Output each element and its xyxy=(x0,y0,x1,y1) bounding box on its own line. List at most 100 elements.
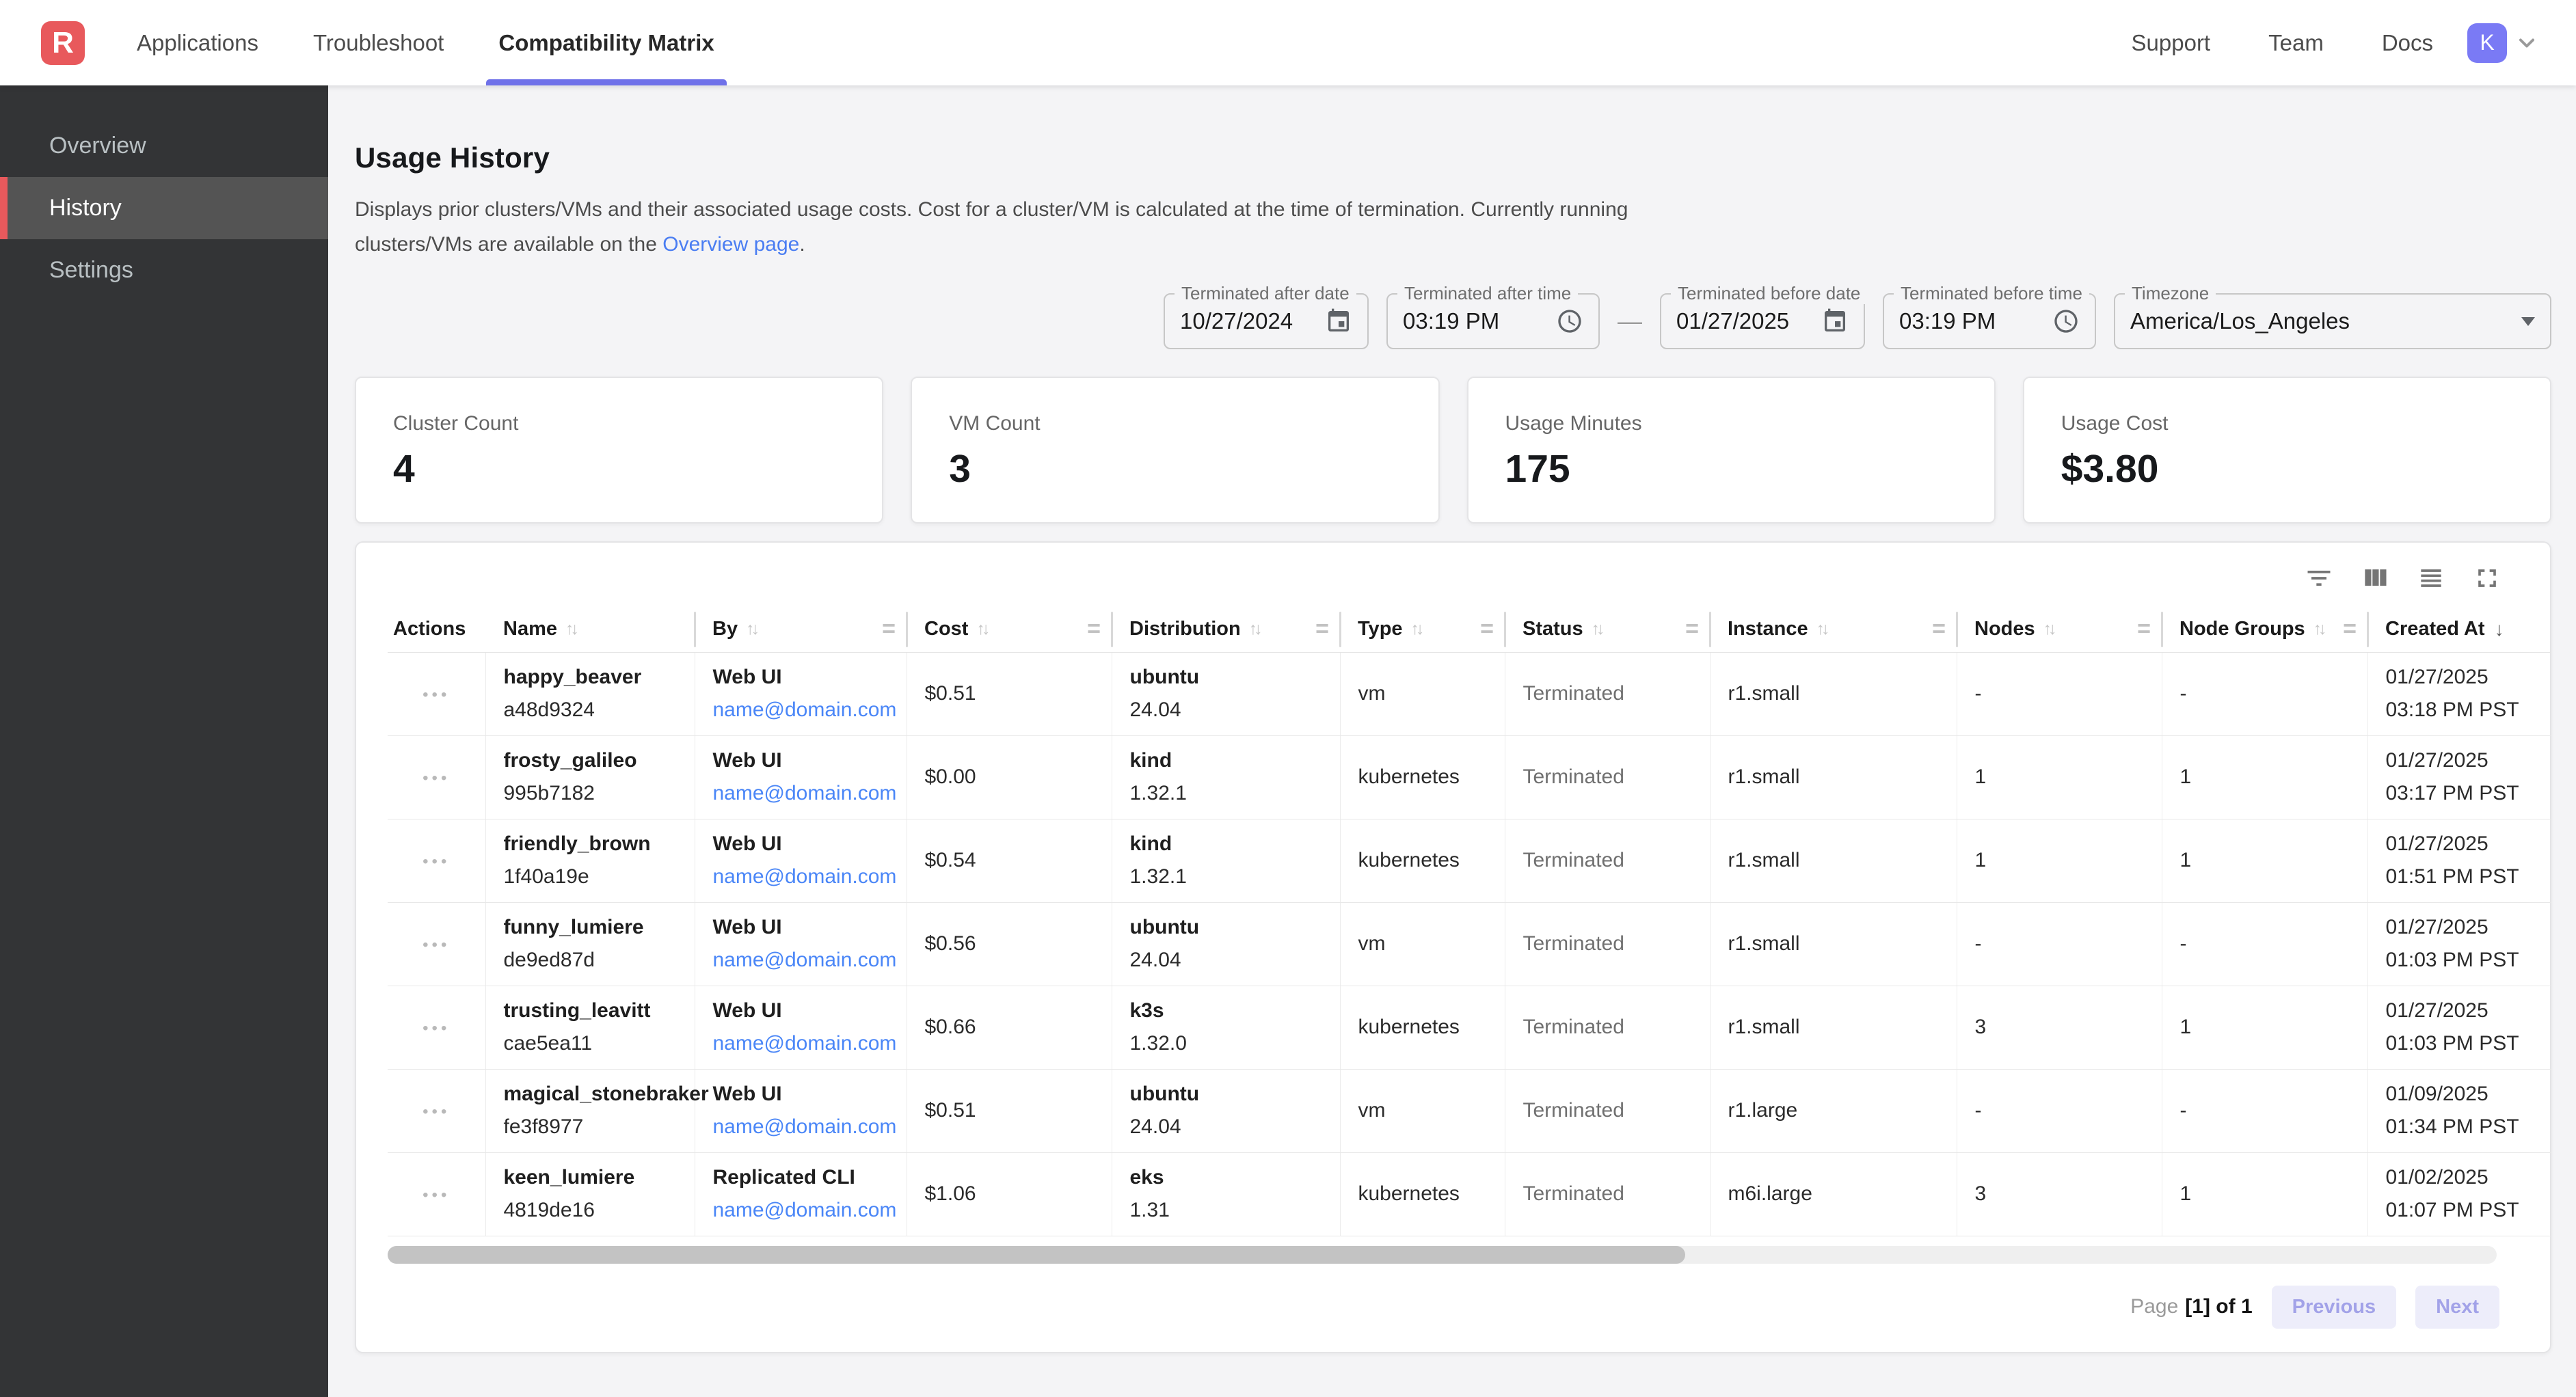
row-actions-button[interactable]: ••• xyxy=(422,1102,451,1121)
row-actions-button[interactable]: ••• xyxy=(422,852,451,871)
sort-icon: ↑↓ xyxy=(746,619,760,639)
terminated-after-time-field[interactable]: Terminated after time 03:19 PM xyxy=(1386,283,1600,349)
nodes-cell: 1 xyxy=(1957,735,2162,819)
column-header-actions: Actions xyxy=(388,607,485,653)
column-menu-icon[interactable]: = xyxy=(1932,616,1946,642)
instance-cell: r1.small xyxy=(1710,652,1957,736)
column-menu-icon[interactable]: = xyxy=(2343,616,2357,642)
by-cell: Web UI name@domain.com xyxy=(695,902,907,986)
secondary-links: Support Team Docs xyxy=(2132,30,2433,56)
column-menu-icon[interactable]: = xyxy=(2137,616,2151,642)
previous-page-button[interactable]: Previous xyxy=(2271,1285,2397,1329)
column-header-by[interactable]: By ↑↓ = xyxy=(695,607,908,653)
terminated-after-date-field[interactable]: Terminated after date 10/27/2024 xyxy=(1164,283,1369,349)
sidebar-item-overview[interactable]: Overview xyxy=(49,133,146,159)
node-groups-cell: - xyxy=(2162,902,2368,986)
tab-compatibility-matrix[interactable]: Compatibility Matrix xyxy=(486,0,727,85)
user-avatar[interactable]: K xyxy=(2467,23,2507,63)
timezone-select[interactable]: Timezone America/Los_Angeles xyxy=(2114,283,2551,349)
column-menu-icon[interactable]: = xyxy=(1685,616,1699,642)
email-link[interactable]: name@domain.com xyxy=(712,782,897,804)
columns-icon[interactable] xyxy=(2360,563,2390,593)
cost-cell: $0.66 xyxy=(907,986,1112,1070)
column-header-status[interactable]: Status ↑↓ = xyxy=(1505,607,1711,653)
column-menu-icon[interactable]: = xyxy=(1315,616,1329,642)
column-header-instance[interactable]: Instance ↑↓ = xyxy=(1710,607,1958,653)
column-menu-icon[interactable]: = xyxy=(1480,616,1494,642)
node-groups-cell: - xyxy=(2162,652,2368,736)
tab-troubleshoot[interactable]: Troubleshoot xyxy=(312,29,444,55)
sort-icon: ↑↓ xyxy=(2043,619,2057,639)
column-header-nodes[interactable]: Nodes ↑↓ = xyxy=(1957,607,2163,653)
status-cell: Terminated xyxy=(1505,652,1710,736)
terminated-after-time-value: 03:19 PM xyxy=(1403,308,1500,334)
stat-card-usage-cost: Usage Cost $3.80 xyxy=(2022,377,2551,524)
table-row: ••• friendly_brown 1f40a19e Web UI name@do… xyxy=(388,819,2551,903)
stat-card-vm-count: VM Count 3 xyxy=(911,377,1440,524)
next-page-button[interactable]: Next xyxy=(2415,1285,2499,1329)
clock-icon[interactable] xyxy=(1556,308,1583,335)
page-title: Usage History xyxy=(355,141,550,174)
terminated-before-date-value: 01/27/2025 xyxy=(1676,308,1790,334)
column-menu-icon[interactable]: = xyxy=(1087,616,1101,642)
row-actions-button[interactable]: ••• xyxy=(422,936,451,954)
email-link[interactable]: name@domain.com xyxy=(712,1032,897,1055)
sidebar-item-settings[interactable]: Settings xyxy=(49,257,133,283)
sidebar: Overview History Settings xyxy=(0,85,328,1397)
nav-link-team[interactable]: Team xyxy=(2268,29,2324,55)
density-icon[interactable] xyxy=(2416,563,2446,593)
column-header-node-groups[interactable]: Node Groups ↑↓ = xyxy=(2162,607,2369,653)
sidebar-item-history[interactable]: History xyxy=(0,177,328,239)
fullscreen-icon[interactable] xyxy=(2472,563,2502,593)
nav-link-support[interactable]: Support xyxy=(2131,29,2211,55)
email-link[interactable]: name@domain.com xyxy=(712,698,897,721)
email-link[interactable]: name@domain.com xyxy=(712,1115,897,1138)
horizontal-scrollbar-track[interactable] xyxy=(388,1245,2497,1264)
row-actions-button[interactable]: ••• xyxy=(422,769,451,787)
stat-label: Usage Cost xyxy=(2061,412,2169,435)
column-header-name[interactable]: Name ↑↓ xyxy=(485,607,696,653)
created-at-cell: 01/27/2025 01:03 PM PST xyxy=(2367,902,2551,986)
column-header-type[interactable]: Type ↑↓ = xyxy=(1340,607,1506,653)
distribution-cell: ubuntu 24.04 xyxy=(1112,902,1341,986)
stat-value: 4 xyxy=(393,447,415,491)
chevron-down-icon[interactable] xyxy=(2515,31,2538,55)
calendar-icon[interactable] xyxy=(1325,308,1352,335)
terminated-after-date-value: 10/27/2024 xyxy=(1180,308,1293,334)
by-cell: Web UI name@domain.com xyxy=(695,986,907,1070)
overview-page-link[interactable]: Overview page xyxy=(662,233,800,256)
sort-desc-icon: ↓ xyxy=(2494,618,2504,640)
name-cell: magical_stonebraker fe3f8977 xyxy=(485,1069,709,1153)
table-header-row: Actions Name ↑↓ By ↑↓ = Cost ↑↓ = Distributio… xyxy=(388,607,2551,653)
dropdown-caret-icon xyxy=(2521,316,2535,326)
horizontal-scrollbar-thumb[interactable] xyxy=(388,1245,1685,1264)
column-label: Node Groups xyxy=(2179,618,2305,640)
sort-icon: ↑↓ xyxy=(1816,619,1830,639)
row-actions-button[interactable]: ••• xyxy=(422,1186,451,1204)
by-cell: Web UI name@domain.com xyxy=(695,1069,907,1153)
stat-cards: Cluster Count 4 VM Count 3 Usage Minutes… xyxy=(355,377,2551,524)
column-header-created-at[interactable]: Created At ↓ xyxy=(2367,607,2551,653)
replicated-logo[interactable]: R xyxy=(41,21,85,65)
column-header-distribution[interactable]: Distribution ↑↓ = xyxy=(1112,607,1341,653)
sort-icon: ↑↓ xyxy=(976,619,990,639)
by-cell: Web UI name@domain.com xyxy=(695,735,907,819)
column-label: Status xyxy=(1522,618,1583,640)
row-actions-button[interactable]: ••• xyxy=(422,1019,451,1037)
tab-applications[interactable]: Applications xyxy=(137,29,258,55)
filter-icon[interactable] xyxy=(2304,563,2334,593)
terminated-before-date-field[interactable]: Terminated before date 01/27/2025 xyxy=(1660,283,1868,349)
column-header-cost[interactable]: Cost ↑↓ = xyxy=(907,607,1113,653)
usage-history-table-card: Actions Name ↑↓ By ↑↓ = Cost ↑↓ = Distributio… xyxy=(355,541,2551,1353)
terminated-before-time-field[interactable]: Terminated before time 03:19 PM xyxy=(1883,283,2096,349)
column-menu-icon[interactable]: = xyxy=(882,616,896,642)
email-link[interactable]: name@domain.com xyxy=(712,1199,897,1221)
nodes-cell: - xyxy=(1957,652,2162,736)
calendar-icon[interactable] xyxy=(1821,308,1849,335)
email-link[interactable]: name@domain.com xyxy=(712,949,897,971)
distribution-cell: eks 1.31 xyxy=(1112,1152,1341,1236)
nav-link-docs[interactable]: Docs xyxy=(2381,29,2433,55)
row-actions-button[interactable]: ••• xyxy=(422,686,451,704)
clock-icon[interactable] xyxy=(2052,308,2080,335)
email-link[interactable]: name@domain.com xyxy=(712,865,897,888)
